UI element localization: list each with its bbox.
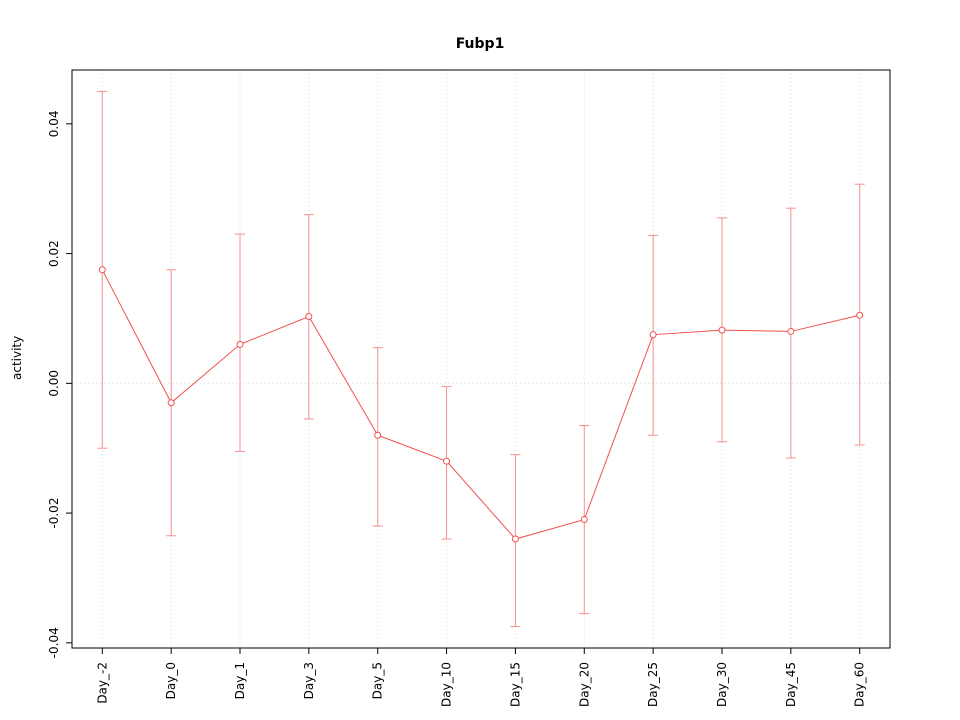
x-tick-label: Day_-2 xyxy=(95,662,109,704)
x-tick-label: Day_20 xyxy=(577,662,591,707)
y-tick-label: -0.04 xyxy=(47,627,61,658)
data-point xyxy=(98,266,106,274)
x-tick-label: Day_15 xyxy=(508,662,522,707)
y-tick-label: 0.04 xyxy=(47,110,61,137)
chart-title: Fubp1 xyxy=(455,36,505,52)
data-point xyxy=(511,535,519,543)
data-point xyxy=(167,399,175,407)
plot-border xyxy=(71,69,891,649)
data-point xyxy=(443,457,451,465)
x-tick-label: Day_3 xyxy=(302,662,316,699)
x-tick-label: Day_60 xyxy=(853,662,867,707)
data-point xyxy=(236,340,244,348)
y-tick-label: 0.02 xyxy=(47,240,61,267)
y-tick-label: 0.00 xyxy=(47,370,61,397)
data-point xyxy=(374,431,382,439)
x-tick-label: Day_1 xyxy=(233,662,247,699)
x-tick-label: Day_25 xyxy=(646,662,660,707)
data-point xyxy=(580,516,588,524)
data-point xyxy=(787,327,795,335)
x-tick-label: Day_30 xyxy=(715,662,729,707)
x-tick-label: Day_45 xyxy=(784,662,798,707)
data-point xyxy=(718,326,726,334)
x-tick-label: Day_0 xyxy=(164,662,178,699)
data-point xyxy=(856,311,864,319)
x-tick-label: Day_5 xyxy=(371,662,385,699)
data-point xyxy=(649,331,657,339)
data-point xyxy=(305,313,313,321)
x-tick-label: Day_10 xyxy=(440,662,454,707)
data-line xyxy=(101,269,860,540)
y-tick-label: -0.02 xyxy=(47,498,61,529)
